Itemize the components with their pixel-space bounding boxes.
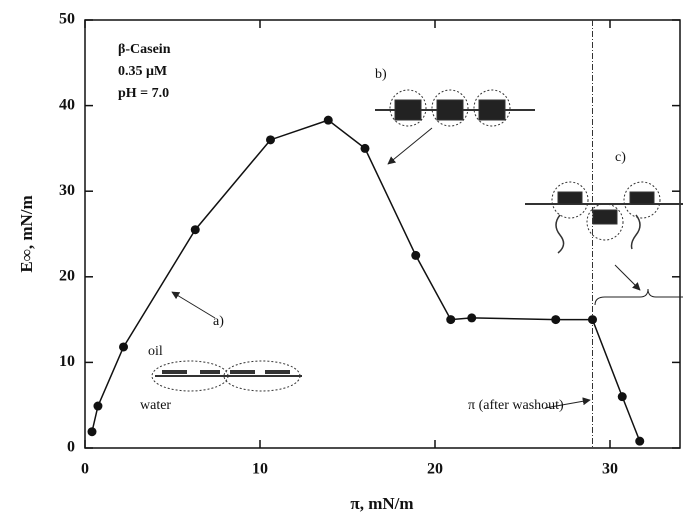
data-point [551, 315, 561, 325]
data-point [266, 135, 275, 145]
x-tick-label: 0 [81, 461, 89, 478]
annotation: b) [375, 67, 387, 82]
data-point [87, 427, 97, 437]
arrow [171, 291, 216, 319]
plot-frame [84, 19, 681, 449]
y-tick-label: 40 [59, 96, 75, 113]
data-point [411, 250, 421, 260]
y-tick-label: 10 [59, 353, 75, 370]
illustration-c [525, 181, 683, 254]
data-line [91, 119, 641, 442]
data-point [323, 115, 333, 125]
illustration-a [151, 360, 302, 392]
arrow [544, 397, 591, 409]
y-tick-label: 0 [67, 439, 75, 456]
data-point [446, 315, 456, 325]
data-point [190, 225, 200, 235]
x-tick-label: 20 [427, 461, 443, 478]
y-tick-label: 20 [59, 267, 75, 284]
data-point [360, 143, 370, 153]
annotation: water [140, 398, 171, 413]
annotation: oil [148, 344, 163, 359]
illustration-b [375, 89, 535, 127]
data-point [588, 315, 597, 325]
y-tick-label: 30 [59, 182, 75, 199]
data-point [635, 436, 645, 446]
annotation: β-Casein [118, 42, 171, 57]
data-point [467, 313, 477, 323]
x-tick-label: 30 [602, 461, 618, 478]
arrow [387, 127, 433, 165]
brace [594, 288, 683, 306]
data-point [93, 401, 103, 411]
annotation: c) [615, 150, 626, 165]
y-axis-label: E∞, mN/m [17, 195, 36, 272]
arrow [614, 264, 641, 291]
y-tick-label: 50 [59, 11, 75, 28]
annotation: a) [213, 314, 224, 329]
data-point [617, 392, 627, 402]
annotation: pH = 7.0 [118, 86, 169, 101]
annotation: π (after washout) [468, 398, 564, 413]
x-axis-label: π, mN/m [350, 494, 413, 513]
annotation: 0.35 μM [118, 64, 167, 79]
x-tick-label: 10 [252, 461, 268, 478]
data-point [119, 342, 128, 352]
